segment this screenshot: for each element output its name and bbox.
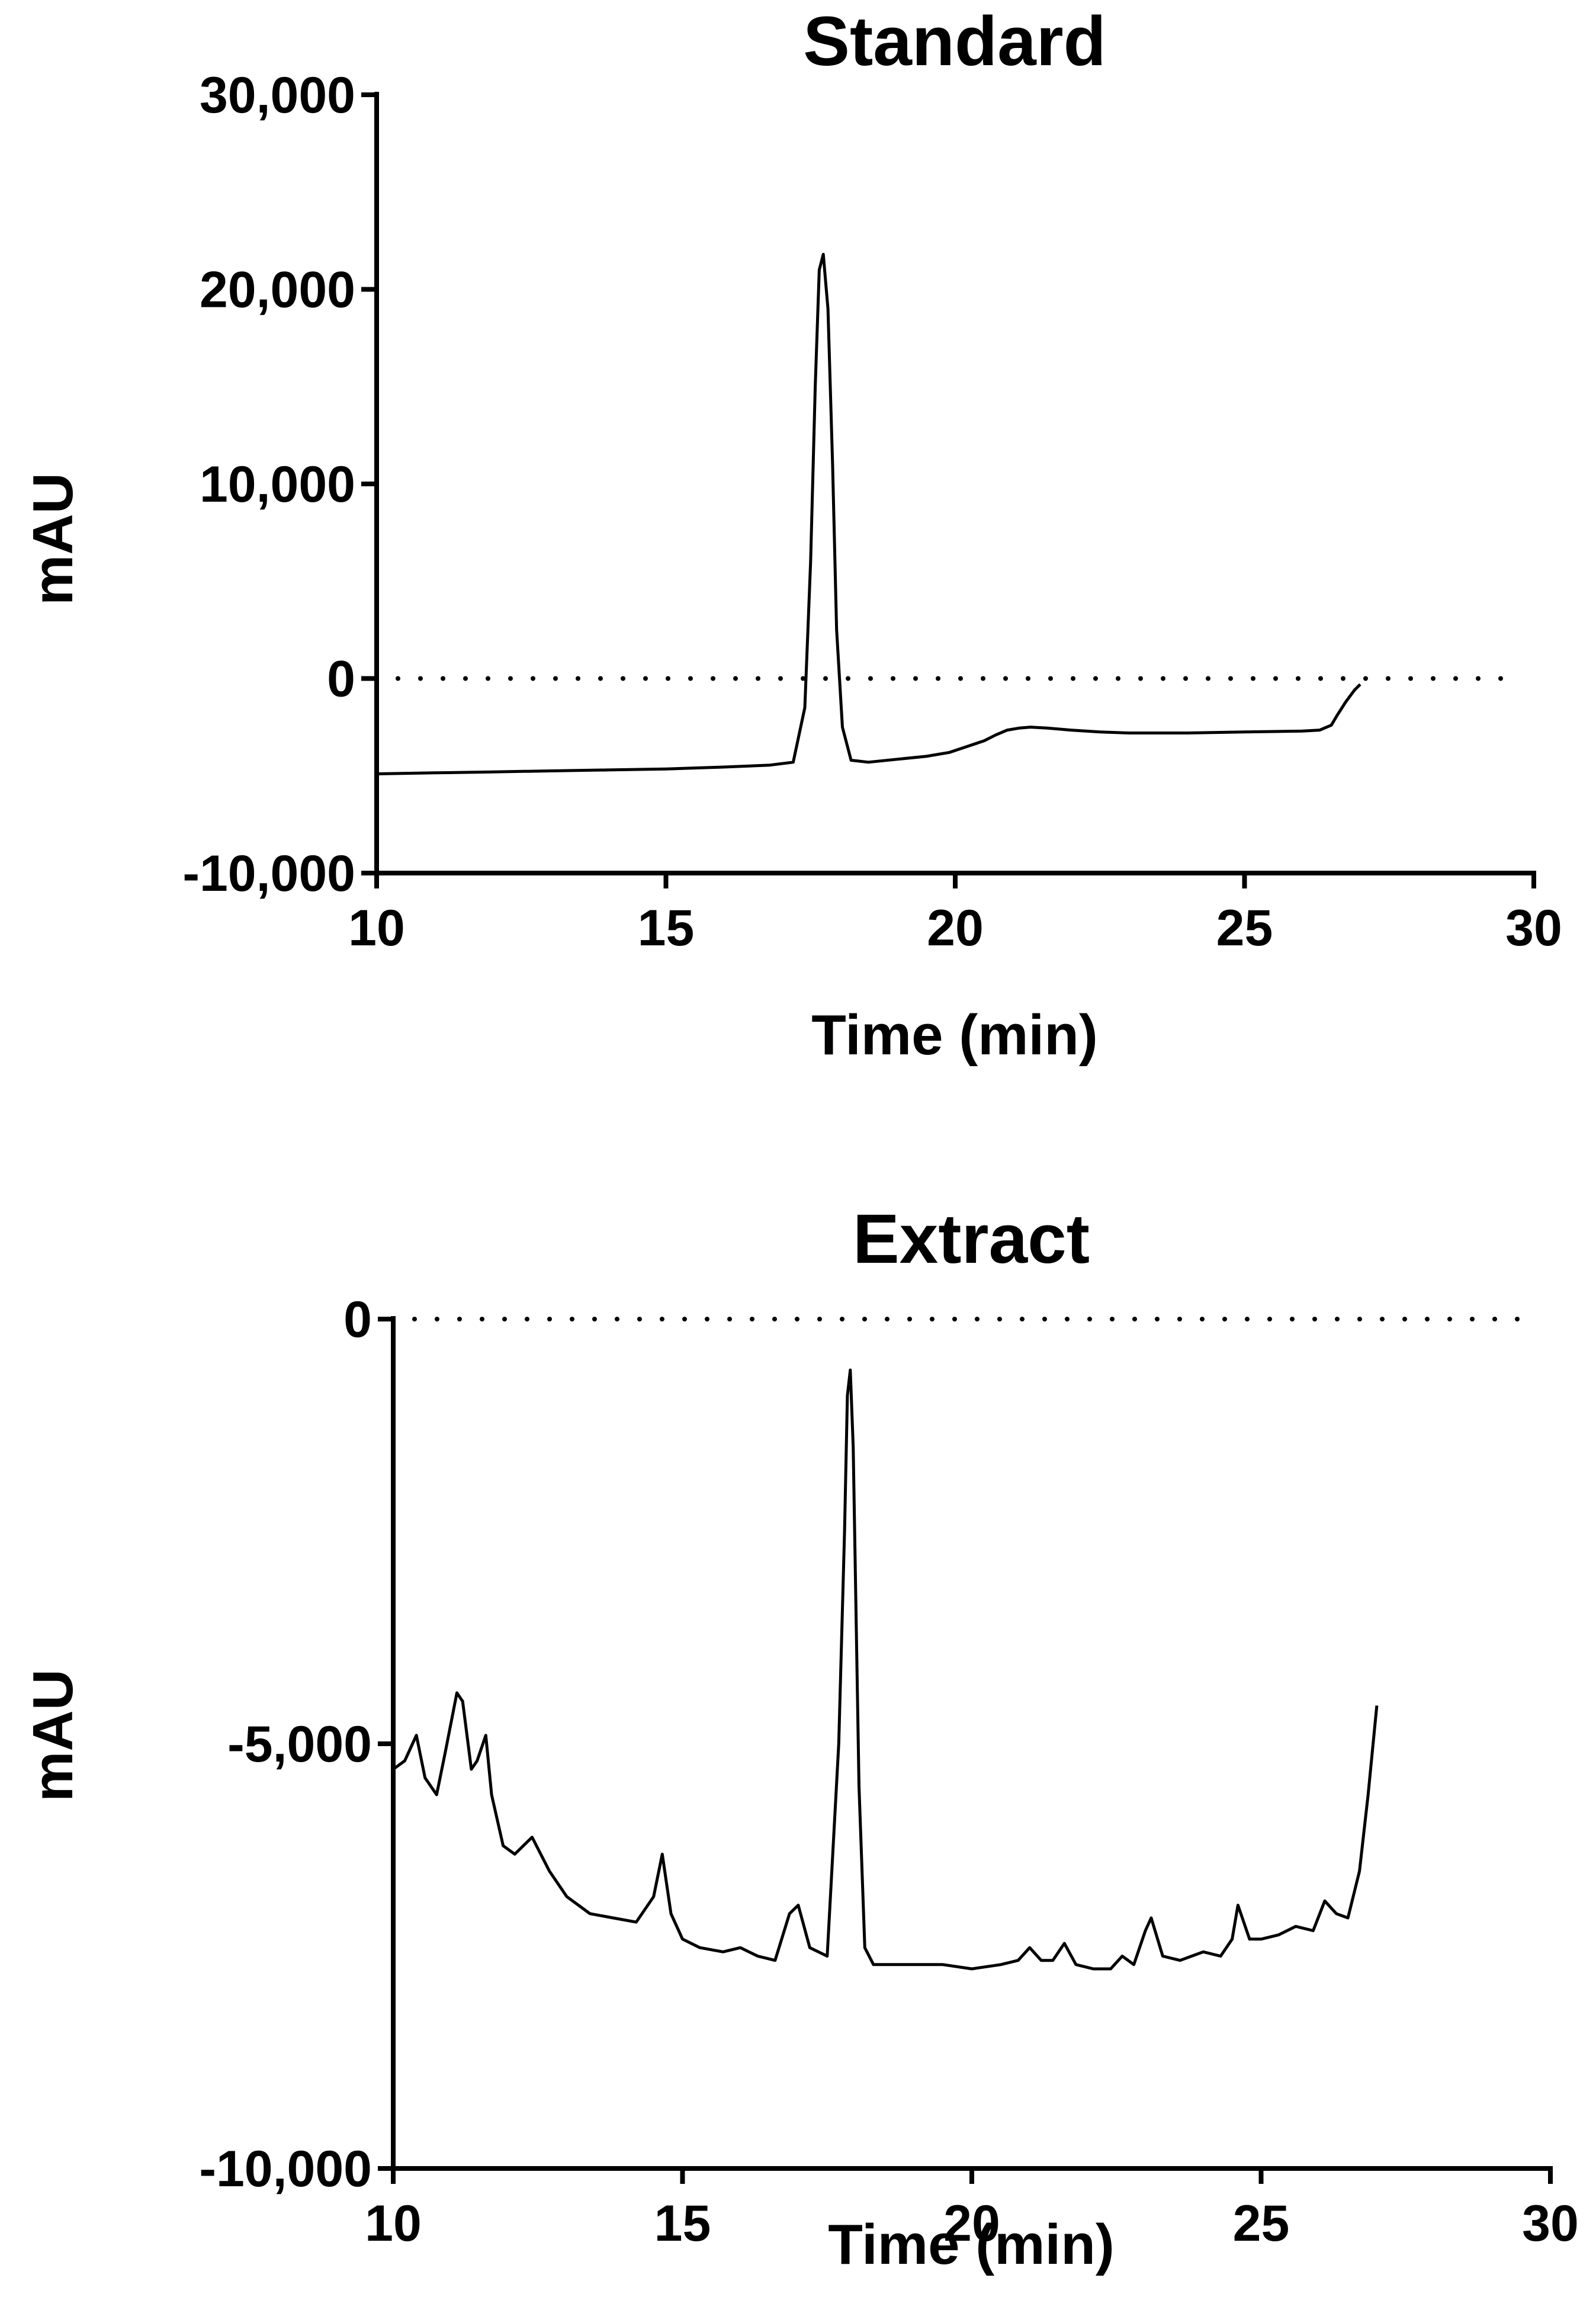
x-axis-label: Time (min) (828, 2213, 1115, 2276)
y-tick-label: 10,000 (200, 456, 355, 513)
y-tick-label: -10,000 (182, 845, 355, 902)
chromatogram-trace (392, 1368, 1379, 1971)
x-tick-label: 10 (365, 2195, 422, 2252)
y-axis-label: mAU (21, 473, 85, 605)
x-tick-label: 25 (1233, 2195, 1290, 2252)
chart-title: Extract (853, 1200, 1090, 1278)
chart-title: Standard (803, 2, 1106, 81)
x-tick-label: 30 (1505, 900, 1562, 957)
y-tick-label: 0 (343, 1291, 372, 1348)
x-tick-label: 20 (927, 900, 984, 957)
y-tick-label: -5,000 (227, 1716, 372, 1773)
y-axis-label: mAU (21, 1669, 85, 1802)
y-tick-label: 30,000 (200, 67, 355, 124)
x-tick-label: 10 (348, 900, 405, 957)
x-axis-label: Time (min) (811, 1003, 1098, 1067)
x-tick-label: 20 (943, 2195, 1000, 2252)
y-tick-label: 0 (327, 651, 355, 708)
x-tick-label: 25 (1216, 900, 1273, 957)
y-tick-label: -10,000 (199, 2141, 372, 2197)
extract-chart: Extract mAU Time (min) -10,000 -5,000 0 10 1… (21, 1200, 1579, 2276)
x-tick-label: 15 (654, 2195, 711, 2252)
y-tick-label: 20,000 (200, 262, 355, 319)
x-tick-label: 30 (1522, 2195, 1579, 2252)
standard-chart: Standard mAU Time (min) -10,000 0 10,000 20… (21, 2, 1562, 1067)
x-tick-label: 15 (638, 900, 695, 957)
chromatogram-trace (376, 252, 1361, 775)
